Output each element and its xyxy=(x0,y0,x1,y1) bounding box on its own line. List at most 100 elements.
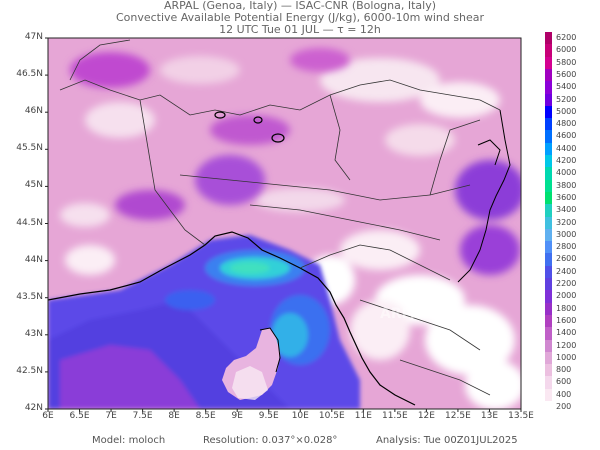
latitude-label: 43.5N xyxy=(16,291,43,302)
colorbar-label: 3400 xyxy=(556,205,577,215)
model-info: Model: moloch xyxy=(92,435,166,446)
longitude-label: 9.5E xyxy=(258,411,279,421)
longitude-label: 11E xyxy=(354,411,372,421)
colorbar-swatch xyxy=(545,81,552,94)
colorbar-swatch xyxy=(545,228,552,242)
colorbar-label: 4200 xyxy=(556,156,577,165)
latitude-label: 44.5N xyxy=(16,217,43,228)
colorbar-swatch xyxy=(545,32,552,45)
colorbar-swatch xyxy=(545,56,552,70)
colorbar-label: 5600 xyxy=(556,69,577,79)
colorbar-label: 2800 xyxy=(556,242,577,252)
longitude-label: 6E xyxy=(42,411,54,421)
colorbar-swatch xyxy=(545,401,552,414)
colorbar-swatch xyxy=(545,278,552,291)
resolution-info: Resolution: 0.037°×0.028° xyxy=(203,435,338,446)
longitude-label: 6.5E xyxy=(69,411,90,421)
longitude-label: 13E xyxy=(480,411,499,421)
colorbar-swatch xyxy=(545,216,552,230)
colorbar-swatch xyxy=(545,93,552,107)
colorbar-swatch xyxy=(545,142,552,156)
watermark-logo: ARPAL xyxy=(380,306,430,322)
colorbar-label: 3600 xyxy=(556,192,577,202)
latitude-label: 42N xyxy=(24,403,43,413)
latitude-label: 44N xyxy=(24,254,43,265)
colorbar-swatch xyxy=(545,388,552,402)
colorbar-label: 200 xyxy=(556,402,572,411)
header-line-3: 12 UTC Tue 01 JUL — τ = 12h xyxy=(219,23,381,36)
longitude-label: 13.5E xyxy=(508,411,534,421)
colorbar-swatch xyxy=(545,179,552,193)
colorbar-label: 2200 xyxy=(556,279,577,288)
colorbar-swatch xyxy=(545,130,552,144)
colorbar-label: 2000 xyxy=(556,291,577,301)
sea-cape-field xyxy=(48,235,360,409)
longitude-label: 7E xyxy=(105,411,117,421)
borders xyxy=(59,39,501,396)
colorbar-swatch xyxy=(545,265,552,279)
colorbar-label: 2600 xyxy=(556,254,577,264)
colorbar-label: 2400 xyxy=(556,266,577,276)
longitude-label: 9E xyxy=(231,411,243,421)
colorbar-label: 6200 xyxy=(556,33,577,42)
longitude-ticks xyxy=(47,409,522,412)
colorbar-swatch xyxy=(545,314,552,328)
colorbar-swatch xyxy=(545,191,552,205)
latitude-label: 43N xyxy=(24,328,43,339)
colorbar-label: 1200 xyxy=(556,340,577,350)
analysis-info: Analysis: Tue 00Z01JUL2025 xyxy=(376,435,518,446)
longitude-label: 8E xyxy=(168,411,180,421)
colorbar-swatch xyxy=(545,118,552,131)
latitude-label: 42.5N xyxy=(16,365,43,376)
latitude-label: 45.5N xyxy=(16,143,43,154)
colorbar-label: 1600 xyxy=(556,315,577,325)
colorbar-label: 600 xyxy=(556,377,572,387)
coastlines xyxy=(48,109,511,406)
longitude-label: 10.5E xyxy=(318,411,345,421)
colorbar-label: 4800 xyxy=(556,119,577,129)
colorbar-label: 6000 xyxy=(556,45,577,55)
colorbar-label: 4600 xyxy=(556,131,577,141)
latitude-label: 46N xyxy=(24,106,43,117)
colorbar-label: 3000 xyxy=(556,229,577,239)
colorbar-swatch xyxy=(545,290,552,304)
lakes xyxy=(214,111,285,143)
colorbar-swatch xyxy=(545,204,552,217)
colorbar-label: 3800 xyxy=(556,180,577,190)
colorbar-swatch xyxy=(545,253,552,267)
latitude-label: 46.5N xyxy=(16,69,43,80)
header-line-2: Convective Available Potential Energy (J… xyxy=(115,11,485,24)
corsica-land xyxy=(222,328,280,400)
colorbar-swatch xyxy=(545,364,552,377)
latitude-label: 47N xyxy=(24,32,43,42)
longitude-label: 12E xyxy=(417,411,435,421)
colorbar-label: 5400 xyxy=(556,82,577,92)
colorbar-label: 400 xyxy=(556,389,572,399)
colorbar-swatch xyxy=(545,376,552,390)
chart-header: ARPAL (Genoa, Italy) — ISAC-CNR (Bologna… xyxy=(0,0,600,36)
colorbar-label: 3200 xyxy=(556,217,577,227)
latitude-label: 45N xyxy=(24,180,43,191)
colorbar: 6200 6000 5800 5600 5400 5200 5000 4800 4600 4400… xyxy=(541,31,600,416)
colorbar-label: 1400 xyxy=(556,328,577,338)
colorbar-label: 4000 xyxy=(556,168,577,178)
colorbar-label: 5200 xyxy=(556,94,577,104)
colorbar-swatch xyxy=(545,302,552,316)
header-line-1: ARPAL (Genoa, Italy) — ISAC-CNR (Bologna… xyxy=(163,0,437,12)
cape-field xyxy=(48,38,521,409)
colorbar-swatch xyxy=(545,105,552,119)
colorbar-swatch xyxy=(545,167,552,181)
colorbar-label: 800 xyxy=(556,365,572,375)
colorbar-label: 1800 xyxy=(556,303,577,313)
colorbar-swatch xyxy=(545,44,552,58)
colorbar-swatch xyxy=(545,68,552,82)
colorbar-swatch xyxy=(545,241,552,254)
colorbar-label: 5800 xyxy=(556,57,577,67)
longitude-label: 12.5E xyxy=(445,411,471,421)
colorbar-swatch xyxy=(545,351,552,365)
colorbar-label: 4400 xyxy=(556,143,577,153)
longitude-label: 11.5E xyxy=(381,411,408,421)
longitude-label: 7.5E xyxy=(132,411,153,421)
colorbar-label: 5000 xyxy=(556,106,577,116)
